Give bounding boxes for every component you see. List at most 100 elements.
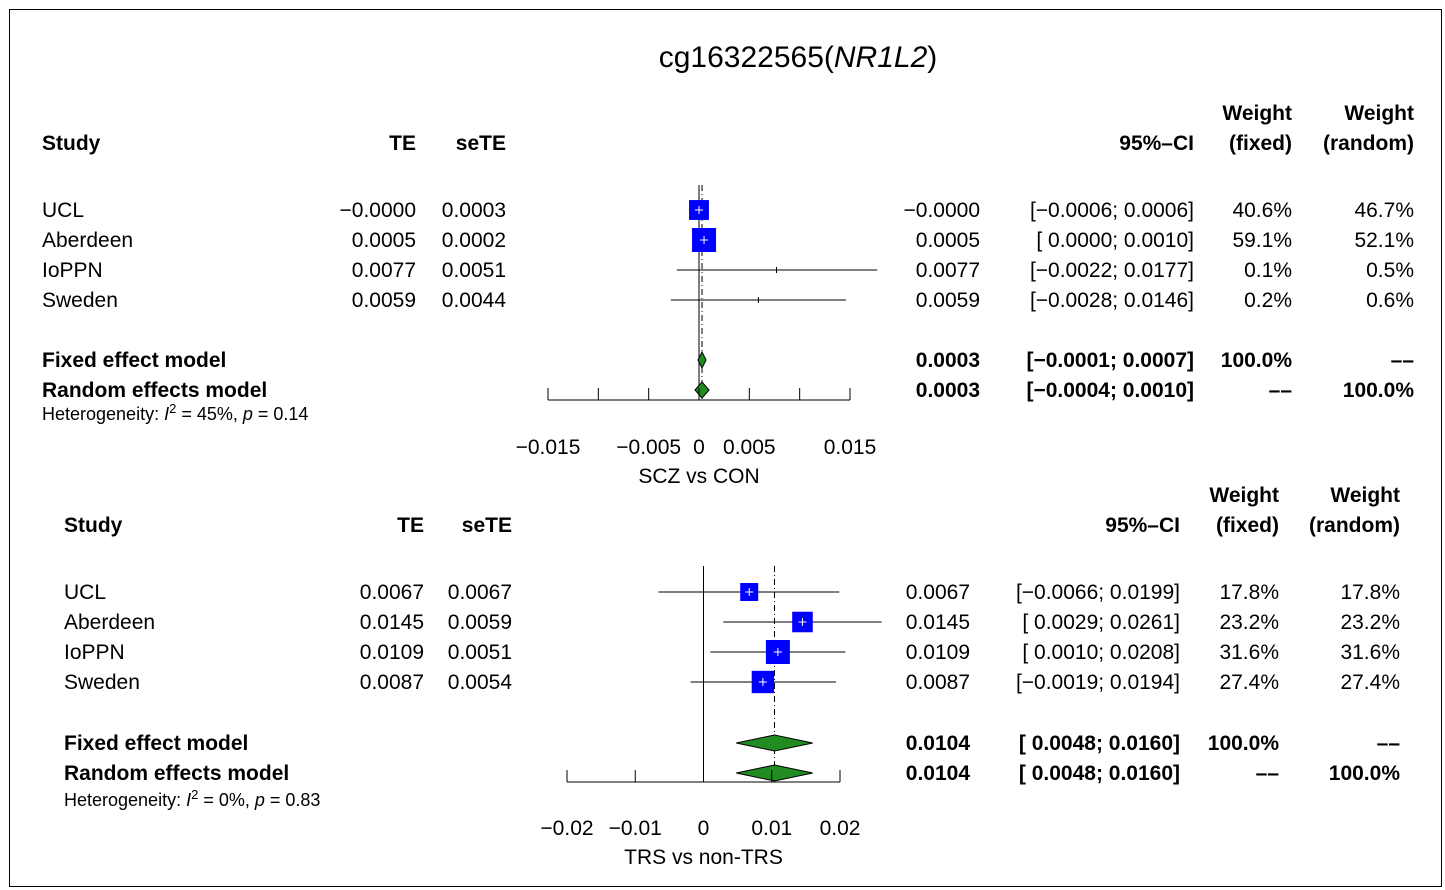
study-ci: [−0.0019; 0.0194] (1016, 671, 1180, 694)
model-ci: [−0.0001; 0.0007] (1026, 349, 1194, 372)
x-axis-tick-label: 0.005 (723, 436, 776, 459)
study-te: 0.0077 (352, 259, 416, 282)
study-name: Sweden (64, 671, 140, 694)
study-estimate: 0.0005 (916, 229, 980, 252)
model-estimate: 0.0104 (906, 762, 971, 785)
x-axis-tick-label: −0.01 (609, 817, 662, 840)
study-weight-random: 0.6% (1366, 289, 1414, 312)
study-weight-fixed: 31.6% (1219, 641, 1279, 664)
column-header-sete: seTE (462, 514, 512, 537)
study-ci: [−0.0066; 0.0199] (1016, 581, 1180, 604)
study-name: Aberdeen (42, 229, 133, 252)
study-name: UCL (42, 199, 84, 222)
study-estimate: 0.0087 (906, 671, 970, 694)
model-diamond (736, 734, 813, 752)
study-te: −0.0000 (340, 199, 417, 222)
study-sete: 0.0051 (442, 259, 506, 282)
model-weight-random: –– (1377, 732, 1401, 755)
x-axis-tick-label: 0.01 (751, 817, 792, 840)
heterogeneity-text: Heterogeneity: I2 = 0%, p = 0.83 (64, 787, 320, 811)
study-weight-random: 0.5% (1366, 259, 1414, 282)
study-ci: [−0.0028; 0.0146] (1030, 289, 1194, 312)
column-header-weight-fixed: (fixed) (1216, 514, 1279, 537)
model-ci: [ 0.0048; 0.0160] (1019, 762, 1180, 785)
x-axis-tick-label: −0.02 (540, 817, 593, 840)
model-weight-fixed: 100.0% (1221, 349, 1293, 372)
study-weight-fixed: 0.1% (1244, 259, 1292, 282)
study-sete: 0.0067 (448, 581, 512, 604)
heterogeneity-text: Heterogeneity: I2 = 45%, p = 0.14 (42, 401, 308, 425)
study-sete: 0.0044 (442, 289, 507, 312)
study-estimate: 0.0059 (916, 289, 980, 312)
model-weight-fixed: –– (1269, 379, 1293, 402)
model-weight-fixed: 100.0% (1208, 732, 1280, 755)
study-ci: [ 0.0029; 0.0261] (1022, 611, 1180, 634)
model-weight-fixed: –– (1256, 762, 1280, 785)
model-name: Random effects model (64, 762, 289, 785)
study-weight-random: 27.4% (1340, 671, 1400, 694)
study-sete: 0.0051 (448, 641, 512, 664)
study-weight-random: 46.7% (1354, 199, 1414, 222)
study-weight-fixed: 59.1% (1232, 229, 1292, 252)
study-weight-fixed: 17.8% (1219, 581, 1279, 604)
model-estimate: 0.0104 (906, 732, 971, 755)
column-header-study: Study (42, 132, 101, 155)
model-name: Fixed effect model (64, 732, 248, 755)
column-header-te: TE (397, 514, 424, 537)
x-axis-label: SCZ vs CON (638, 465, 759, 488)
study-sete: 0.0054 (448, 671, 513, 694)
study-sete: 0.0003 (442, 199, 506, 222)
study-weight-random: 52.1% (1354, 229, 1414, 252)
study-name: IoPPN (64, 641, 125, 664)
column-header-study: Study (64, 514, 123, 537)
column-header-sete: seTE (456, 132, 506, 155)
study-ci: [−0.0006; 0.0006] (1030, 199, 1194, 222)
x-axis-tick-label: 0.015 (824, 436, 877, 459)
model-diamond (694, 381, 710, 399)
study-sete: 0.0059 (448, 611, 512, 634)
study-te: 0.0109 (360, 641, 424, 664)
model-diamond (736, 764, 813, 782)
study-ci: [ 0.0000; 0.0010] (1036, 229, 1194, 252)
x-axis-tick-label: 0 (693, 436, 705, 459)
x-axis-tick-label: 0 (698, 817, 710, 840)
study-ci: [−0.0022; 0.0177] (1030, 259, 1194, 282)
column-header-te: TE (389, 132, 416, 155)
column-header-weight-fixed: (fixed) (1229, 132, 1292, 155)
column-header-weight-random-top: Weight (1330, 484, 1400, 507)
model-estimate: 0.0003 (916, 379, 980, 402)
study-weight-random: 31.6% (1340, 641, 1400, 664)
study-estimate: 0.0109 (906, 641, 970, 664)
model-ci: [ 0.0048; 0.0160] (1019, 732, 1180, 755)
study-estimate: 0.0145 (906, 611, 970, 634)
study-estimate: 0.0077 (916, 259, 980, 282)
study-name: IoPPN (42, 259, 103, 282)
study-name: UCL (64, 581, 106, 604)
study-weight-fixed: 27.4% (1219, 671, 1279, 694)
study-sete: 0.0002 (442, 229, 506, 252)
study-weight-fixed: 0.2% (1244, 289, 1292, 312)
column-header-ci: 95%–CI (1119, 132, 1194, 155)
column-header-weight-random: (random) (1309, 514, 1400, 537)
study-estimate: 0.0067 (906, 581, 970, 604)
column-header-weight-random-top: Weight (1344, 102, 1414, 125)
study-te: 0.0005 (352, 229, 416, 252)
model-diamond (697, 350, 707, 370)
study-weight-fixed: 23.2% (1219, 611, 1279, 634)
column-header-weight-fixed-top: Weight (1209, 484, 1279, 507)
x-axis-tick-label: 0.02 (820, 817, 861, 840)
model-name: Fixed effect model (42, 349, 226, 372)
study-te: 0.0067 (360, 581, 424, 604)
study-weight-random: 23.2% (1340, 611, 1400, 634)
model-weight-random: –– (1391, 349, 1415, 372)
x-axis-tick-label: −0.005 (616, 436, 681, 459)
study-name: Aberdeen (64, 611, 155, 634)
column-header-weight-fixed-top: Weight (1222, 102, 1292, 125)
study-weight-fixed: 40.6% (1232, 199, 1292, 222)
study-estimate: −0.0000 (904, 199, 981, 222)
chart-title: cg16322565(NR1L2) (659, 41, 938, 74)
x-axis-label: TRS vs non-TRS (624, 846, 783, 869)
x-axis-tick-label: −0.015 (516, 436, 581, 459)
study-te: 0.0087 (360, 671, 424, 694)
